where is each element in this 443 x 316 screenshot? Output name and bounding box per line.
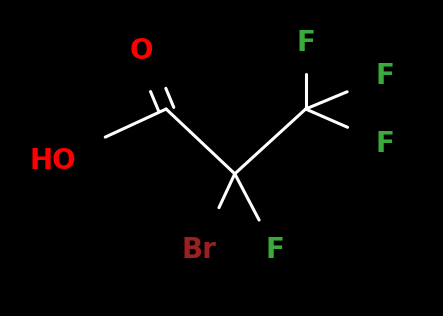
Text: HO: HO xyxy=(30,147,77,175)
Text: F: F xyxy=(376,62,395,90)
Text: F: F xyxy=(376,130,395,158)
Text: Br: Br xyxy=(182,236,217,264)
Text: O: O xyxy=(130,37,154,64)
Text: F: F xyxy=(296,29,315,57)
Text: F: F xyxy=(265,236,284,264)
